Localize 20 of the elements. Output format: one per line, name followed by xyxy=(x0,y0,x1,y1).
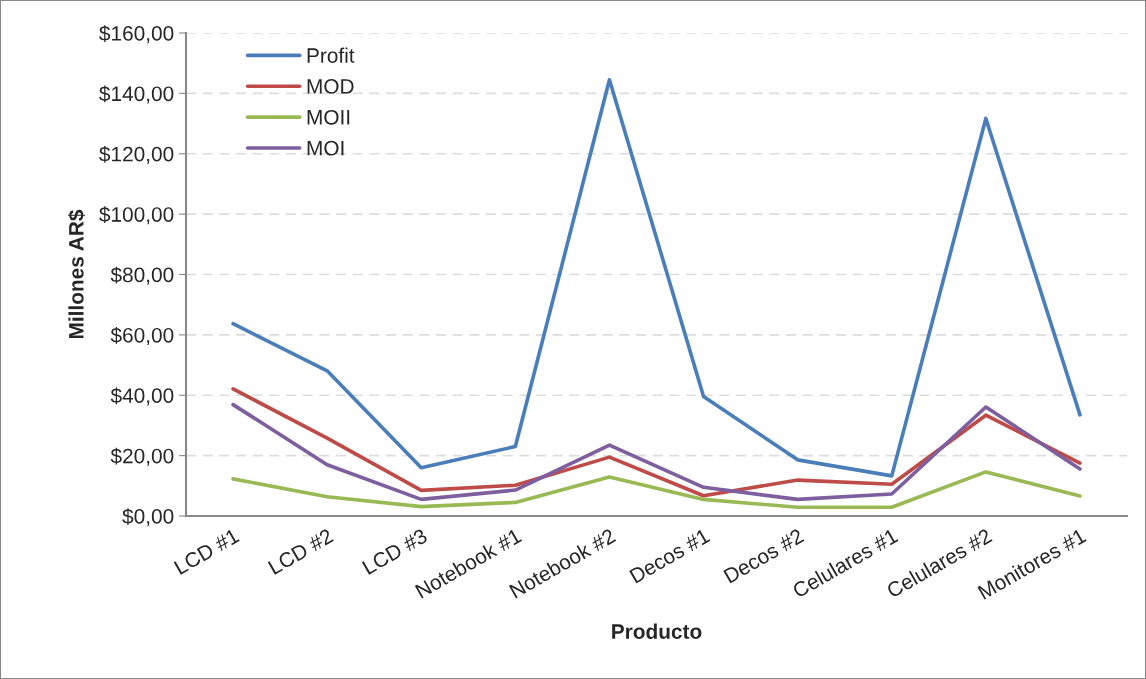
y-tick-label: $40,00 xyxy=(110,387,174,406)
line-series xyxy=(231,470,1082,510)
y-tick-label: $120,00 xyxy=(99,145,174,164)
y-tick-label: $140,00 xyxy=(99,85,174,104)
y-tick-label: $0,00 xyxy=(122,508,174,527)
y-tick-label: $20,00 xyxy=(110,447,174,466)
legend-label: Profit xyxy=(307,47,355,63)
y-tick-label: $60,00 xyxy=(110,327,174,346)
x-tick-label: LCD #2 xyxy=(267,528,334,575)
legend-label: MOD xyxy=(307,79,354,94)
legend-label: MOII xyxy=(307,109,350,125)
line-series xyxy=(231,77,1082,478)
y-tick-label: $80,00 xyxy=(110,266,174,285)
y-axis-title: Millones AR$ xyxy=(68,209,86,339)
x-axis-title: Producto xyxy=(612,623,702,639)
x-tick-label: LCD #1 xyxy=(173,528,240,575)
legend-label: MOI xyxy=(307,140,344,156)
y-tick-label: $100,00 xyxy=(99,206,174,225)
y-tick-label: $160,00 xyxy=(99,25,174,44)
line-series xyxy=(231,402,1082,502)
